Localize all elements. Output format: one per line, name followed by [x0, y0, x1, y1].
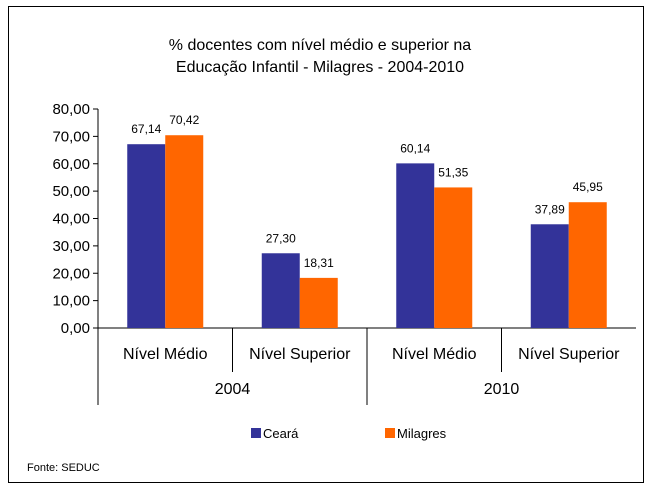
legend-swatch-milagres	[385, 428, 395, 438]
bar-milagres	[299, 277, 338, 328]
y-tick-label: 40,00	[52, 211, 90, 228]
bar-milagres	[434, 187, 473, 328]
data-label: 60,14	[400, 141, 430, 155]
bar-ceará	[396, 163, 435, 328]
data-label: 51,35	[438, 165, 468, 179]
legend-swatch-ceará	[251, 428, 261, 438]
data-label: 27,30	[266, 231, 296, 245]
x-category-label: Nível Superior	[249, 346, 351, 363]
x-group-label: 2004	[215, 381, 251, 398]
bar-ceará	[127, 144, 166, 328]
y-tick-label: 70,00	[52, 128, 90, 145]
plot-area: 0,00 10,00 20,00 30,00 40,00 50,00 60,00 70,00 8…	[52, 101, 636, 405]
x-category-label: Nível Médio	[392, 346, 477, 363]
x-group-label: 2010	[484, 381, 520, 398]
y-tick-label: 10,00	[52, 293, 90, 310]
bar-ceará	[261, 253, 300, 328]
source-note: Fonte: SEDUC	[27, 462, 100, 474]
y-tick-label: 0,00	[61, 320, 90, 337]
data-label: 37,89	[535, 202, 565, 216]
legend: Ceará Milagres	[251, 426, 447, 441]
y-tick-label: 50,00	[52, 183, 90, 200]
y-tick-label: 80,00	[52, 101, 90, 118]
bar-milagres	[165, 135, 204, 328]
data-label: 67,14	[131, 122, 161, 136]
data-label: 45,95	[573, 180, 603, 194]
y-tick-label: 30,00	[52, 238, 90, 255]
legend-label-milagres: Milagres	[397, 426, 447, 441]
bar-milagres	[568, 202, 607, 328]
x-category-label: Nível Superior	[518, 346, 620, 363]
x-category-label: Nível Médio	[123, 346, 208, 363]
data-label: 70,42	[169, 113, 199, 127]
bar-ceará	[530, 224, 569, 328]
legend-label-ceará: Ceará	[263, 426, 299, 441]
y-tick-label: 20,00	[52, 265, 90, 282]
y-tick-label: 60,00	[52, 156, 90, 173]
chart-title-line-1: % docentes com nível médio e superior na	[169, 37, 471, 54]
chart-title-line-2: Educação Infantil - Milagres - 2004-2010	[176, 59, 464, 76]
data-label: 18,31	[304, 256, 334, 270]
